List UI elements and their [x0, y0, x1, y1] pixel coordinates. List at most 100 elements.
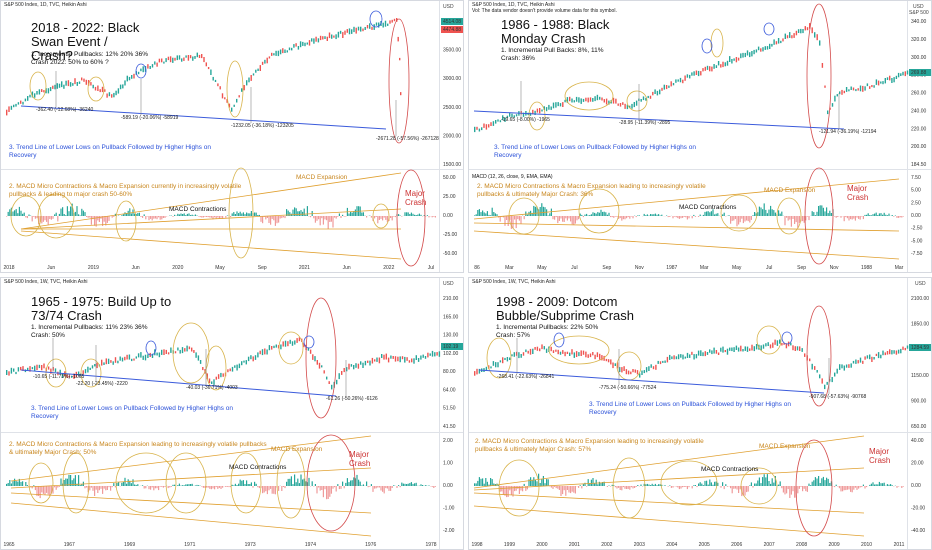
macd-bar	[95, 216, 97, 227]
macd-bar	[102, 486, 104, 494]
macd-bar	[869, 215, 871, 216]
candle	[652, 91, 654, 96]
macd-bar	[771, 478, 773, 486]
macd-bar	[614, 216, 616, 217]
x-tick-label: 86	[474, 265, 480, 271]
macd-bar	[153, 216, 155, 219]
macd-bar	[638, 215, 640, 216]
macd-bar	[725, 484, 727, 486]
macd-bar	[10, 483, 12, 486]
candle	[22, 366, 24, 371]
macd-bar	[188, 213, 190, 216]
candle	[257, 68, 259, 71]
candle	[751, 344, 753, 351]
chart-panel-1987[interactable]: S&P 500 Index, 1D, TVC, Heikin Ashi Vol: …	[468, 0, 932, 273]
macd-bar	[282, 486, 284, 487]
x-tick-label: 2009	[829, 542, 840, 548]
macd-bar	[486, 481, 488, 486]
candle	[252, 73, 255, 76]
macd-bar	[42, 486, 44, 494]
macd-bar	[258, 214, 260, 216]
macd-bar	[602, 211, 604, 216]
candle	[605, 98, 608, 105]
candle	[215, 376, 217, 380]
macd-bar	[130, 483, 132, 486]
macd-bar	[63, 480, 65, 486]
candle	[67, 80, 70, 87]
macd-bar	[578, 216, 580, 220]
chart-svg[interactable]: 210.00165.00130.00102.0080.0064.0051.504…	[1, 278, 464, 550]
macd-bar	[433, 486, 435, 488]
candle	[744, 346, 746, 351]
candle	[401, 356, 404, 360]
candle	[357, 363, 360, 369]
macd-bar	[717, 482, 719, 486]
candle	[895, 75, 898, 79]
macd-bar	[862, 484, 864, 486]
chart-panel-2018[interactable]: S&P 500 Index, 1D, TVC, Heikin Ashi 4000…	[0, 0, 464, 273]
macd-bar	[808, 216, 810, 221]
macd-bar	[592, 478, 594, 486]
chart-panel-2000[interactable]: S&P 500 Index, 1W, TVC, Heikin Ashi 2100…	[468, 277, 932, 550]
candle	[41, 365, 43, 371]
x-tick-label: 1976	[365, 542, 376, 548]
macd-bar	[407, 483, 409, 486]
macd-bar	[298, 483, 300, 486]
candle	[589, 353, 592, 358]
macd-bar	[790, 216, 792, 227]
macd-bar	[431, 216, 433, 218]
macd-bar	[589, 215, 591, 216]
candle	[862, 85, 864, 92]
candle	[532, 348, 534, 354]
macd-bar	[353, 477, 355, 486]
candle	[804, 353, 806, 357]
macd-bar	[177, 485, 179, 486]
macd-bar	[79, 485, 81, 486]
macd-bar	[845, 216, 847, 218]
macd-bar	[691, 486, 693, 489]
candle	[532, 109, 534, 115]
candle	[389, 20, 391, 24]
candle	[785, 343, 788, 349]
candle	[36, 91, 38, 95]
major-crash-label: Major Crash	[847, 184, 869, 202]
macd-bar	[883, 482, 885, 486]
x-tick-label: Mar	[505, 265, 514, 271]
macd-bar	[308, 477, 310, 486]
macd-bar	[843, 486, 845, 491]
macd-bar	[250, 482, 252, 486]
macd-bar	[878, 481, 880, 486]
macd-bar	[103, 216, 105, 222]
candle	[541, 344, 543, 350]
chart-svg[interactable]: 340.00320.00300.00280.00260.00240.00220.…	[469, 1, 932, 273]
x-tick-label: Nov	[830, 265, 839, 271]
y-tick-label: 41.50	[443, 424, 456, 430]
macd-bar	[14, 478, 16, 486]
macd-bar	[47, 216, 49, 225]
chart-svg[interactable]: 4000.003500.003000.002500.002000.001500.…	[1, 1, 464, 273]
trendline-note: 3. Trend Line of Lower Lows on Pullback …	[31, 405, 233, 420]
macd-bar	[314, 484, 316, 486]
macd-bar	[773, 210, 775, 216]
macd-channel-line	[10, 467, 372, 489]
candle	[427, 352, 429, 358]
panel-title: 2018 - 2022: Black Swan Event / Crash?	[31, 20, 140, 63]
pullback-ellipse	[626, 90, 648, 112]
macd-bar	[46, 486, 48, 493]
macd-bar	[172, 484, 174, 486]
chart-panel-1970[interactable]: S&P 500 Index, 1W, TVC, Heikin Ashi 210.…	[0, 277, 464, 550]
macd-bar	[634, 486, 636, 488]
macd-bar	[520, 216, 522, 224]
macd-bar	[215, 216, 217, 219]
macd-bar	[148, 486, 150, 490]
macd-bar	[851, 216, 853, 220]
chart-svg[interactable]: 2100.001850.001450.001150.00900.00650.00…	[469, 278, 932, 550]
candle	[697, 70, 700, 77]
candle	[158, 352, 161, 358]
candle	[397, 36, 399, 42]
macd-bar	[377, 216, 379, 224]
candle	[273, 345, 275, 349]
macd-bar	[560, 216, 562, 219]
candle	[659, 361, 662, 365]
candle	[895, 350, 898, 355]
